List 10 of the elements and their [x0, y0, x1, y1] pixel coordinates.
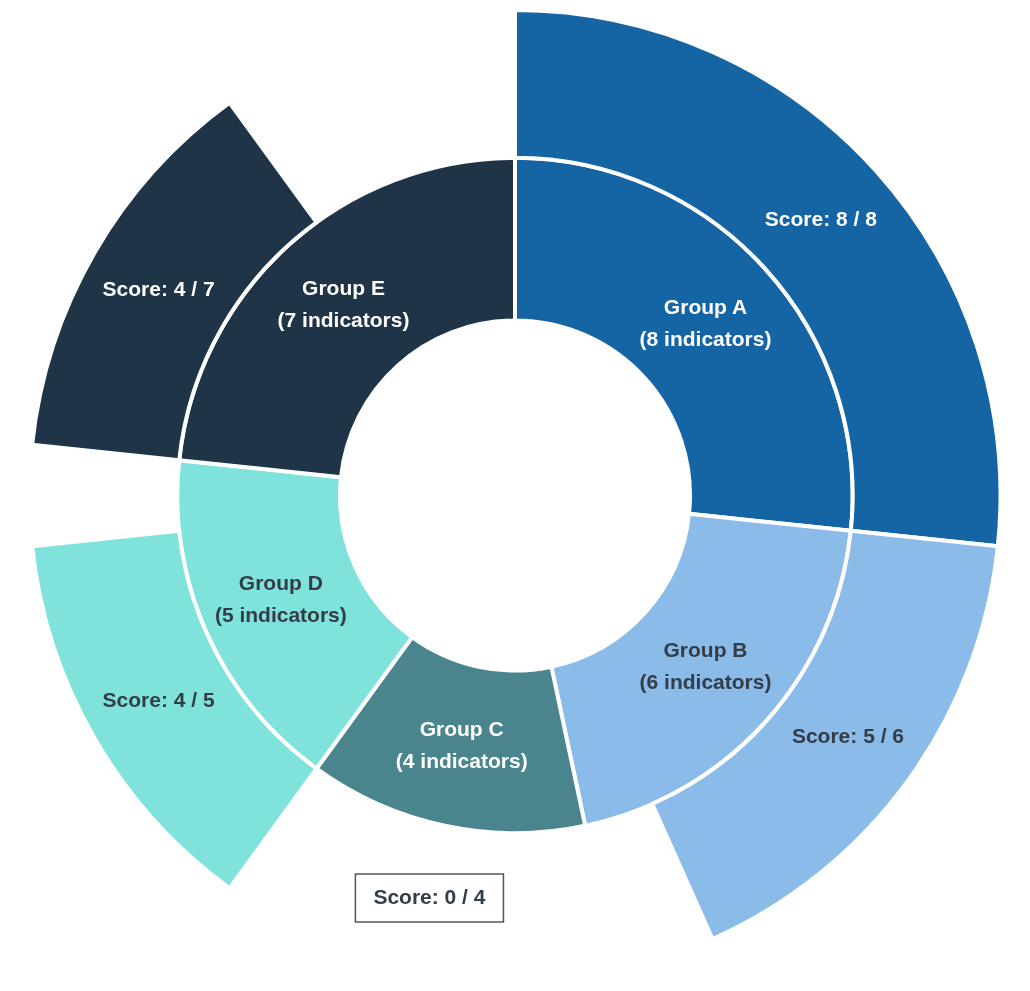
text: Score: 0 / 4 — [373, 884, 486, 908]
data-label: Score: 4 / 7 — [102, 276, 215, 300]
slice-label: Group E (7 indicators) — [277, 275, 410, 331]
data-label: Score: 4 / 5 — [102, 688, 215, 712]
slice-label: Group B (6 indicators) — [639, 637, 772, 693]
data-label: Score: 8 / 8 — [764, 206, 878, 230]
data-label: Score: 5 / 6 — [791, 724, 904, 748]
slice-label: Group D (5 indicators) — [214, 570, 347, 626]
slice-label: Group C (4 indicators) — [395, 717, 528, 773]
slice-label: Group A (8 indicators) — [639, 294, 772, 350]
